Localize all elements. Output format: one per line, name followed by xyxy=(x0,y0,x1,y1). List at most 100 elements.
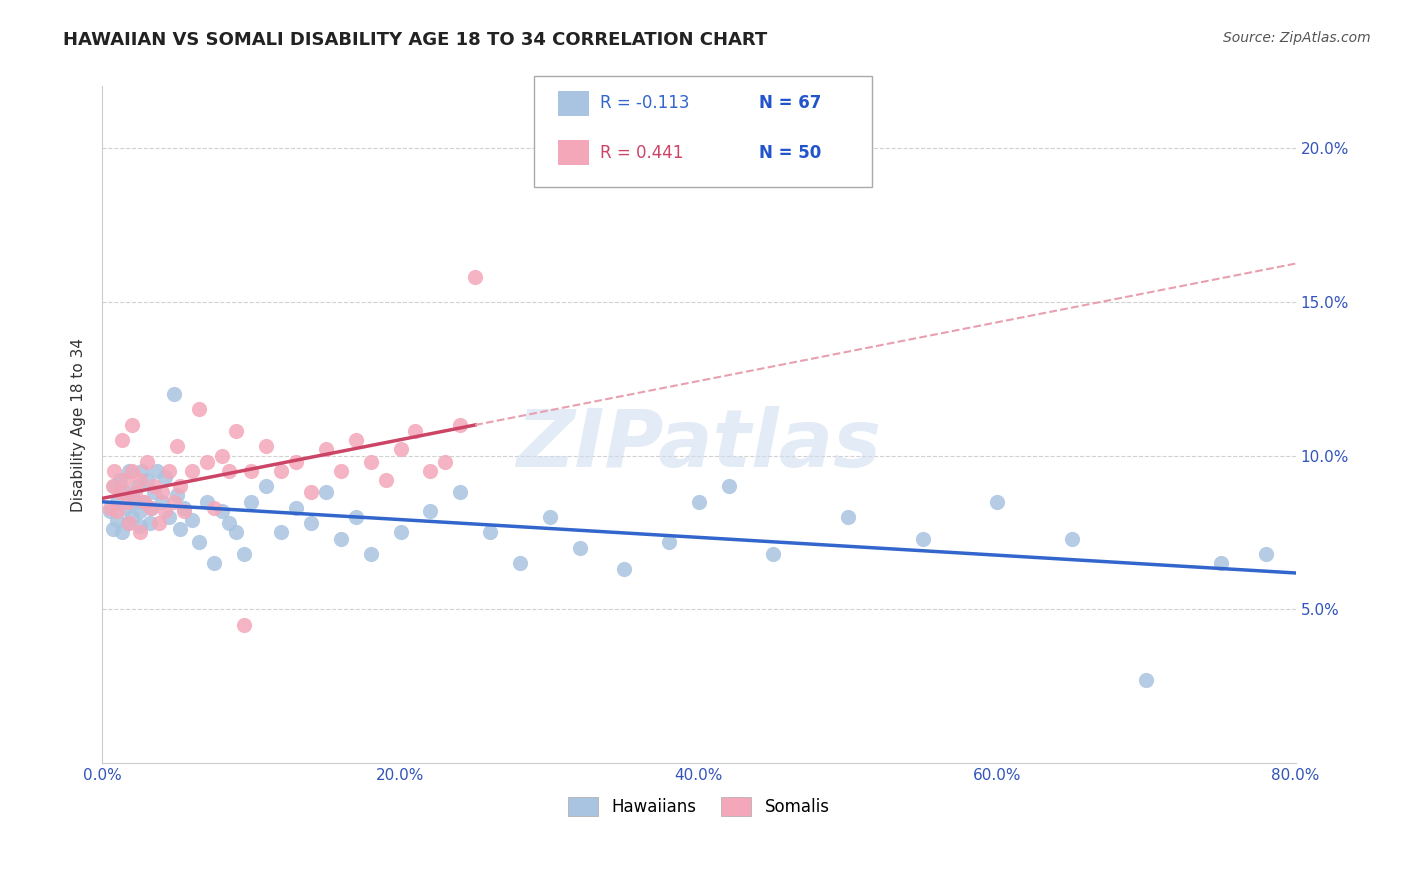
Point xyxy=(173,504,195,518)
Point xyxy=(1209,556,1232,570)
Point xyxy=(148,516,170,531)
Point xyxy=(117,494,139,508)
Point xyxy=(98,504,121,518)
Point xyxy=(254,439,277,453)
Text: N = 50: N = 50 xyxy=(759,144,821,161)
Point xyxy=(163,387,186,401)
Point xyxy=(344,433,367,447)
Text: HAWAIIAN VS SOMALI DISABILITY AGE 18 TO 34 CORRELATION CHART: HAWAIIAN VS SOMALI DISABILITY AGE 18 TO … xyxy=(63,31,768,49)
Point xyxy=(285,455,308,469)
Point xyxy=(270,525,292,540)
Point xyxy=(124,494,146,508)
Point xyxy=(299,485,322,500)
Point xyxy=(315,442,337,457)
Point xyxy=(240,464,263,478)
Point xyxy=(270,464,292,478)
Point xyxy=(254,479,277,493)
Point xyxy=(315,485,337,500)
Text: Source: ZipAtlas.com: Source: ZipAtlas.com xyxy=(1223,31,1371,45)
Point xyxy=(374,473,396,487)
Point xyxy=(132,494,155,508)
Point xyxy=(114,500,136,515)
Point xyxy=(329,464,352,478)
Point xyxy=(169,479,191,493)
Point xyxy=(124,485,146,500)
Point xyxy=(153,504,176,518)
Point xyxy=(108,485,131,500)
Point xyxy=(240,494,263,508)
Point xyxy=(150,485,173,500)
Point xyxy=(157,464,180,478)
Point xyxy=(195,494,218,508)
Point xyxy=(128,519,150,533)
Point xyxy=(538,510,561,524)
Point xyxy=(136,473,159,487)
Point xyxy=(131,464,153,478)
Point xyxy=(762,547,785,561)
Point xyxy=(299,516,322,531)
Point xyxy=(132,494,155,508)
Point xyxy=(136,455,159,469)
Point xyxy=(225,525,247,540)
Point xyxy=(141,500,163,515)
Point xyxy=(105,504,128,518)
Point xyxy=(404,424,426,438)
Point xyxy=(986,494,1008,508)
Point xyxy=(157,510,180,524)
Point xyxy=(389,525,412,540)
Point xyxy=(101,522,124,536)
Point xyxy=(464,270,486,285)
Point xyxy=(329,532,352,546)
Point xyxy=(141,500,163,515)
Point xyxy=(419,464,441,478)
Text: ZIPatlas: ZIPatlas xyxy=(516,406,882,484)
Point xyxy=(232,547,254,561)
Point xyxy=(479,525,502,540)
Point xyxy=(449,485,471,500)
Point xyxy=(218,464,240,478)
Point xyxy=(285,500,308,515)
Point xyxy=(127,479,149,493)
Point xyxy=(218,516,240,531)
Point xyxy=(434,455,457,469)
Point xyxy=(121,488,143,502)
Text: R = -0.113: R = -0.113 xyxy=(600,95,690,112)
Point xyxy=(195,455,218,469)
Y-axis label: Disability Age 18 to 34: Disability Age 18 to 34 xyxy=(72,338,86,512)
Point xyxy=(509,556,531,570)
Text: N = 67: N = 67 xyxy=(759,95,821,112)
Point xyxy=(110,525,132,540)
Point xyxy=(103,464,125,478)
Point xyxy=(146,464,169,478)
Point xyxy=(188,402,211,417)
Point xyxy=(389,442,412,457)
Text: R = 0.441: R = 0.441 xyxy=(600,144,683,161)
Point xyxy=(121,510,143,524)
Legend: Hawaiians, Somalis: Hawaiians, Somalis xyxy=(561,790,837,822)
Point xyxy=(163,494,186,508)
Point xyxy=(117,516,139,531)
Point xyxy=(139,516,162,531)
Point xyxy=(118,516,141,531)
Point xyxy=(114,485,136,500)
Point xyxy=(232,617,254,632)
Point xyxy=(114,473,136,487)
Point xyxy=(344,510,367,524)
Point xyxy=(118,464,141,478)
Point xyxy=(128,473,150,487)
Point xyxy=(143,485,166,500)
Point xyxy=(143,479,166,493)
Point xyxy=(717,479,740,493)
Point xyxy=(180,464,202,478)
Point xyxy=(173,500,195,515)
Point xyxy=(202,500,225,515)
Point xyxy=(688,494,710,508)
Point xyxy=(1254,547,1277,561)
Point xyxy=(202,556,225,570)
Point xyxy=(837,510,859,524)
Point xyxy=(105,513,128,527)
Point xyxy=(1135,673,1157,687)
Point xyxy=(360,547,382,561)
Point xyxy=(110,433,132,447)
Point xyxy=(360,455,382,469)
